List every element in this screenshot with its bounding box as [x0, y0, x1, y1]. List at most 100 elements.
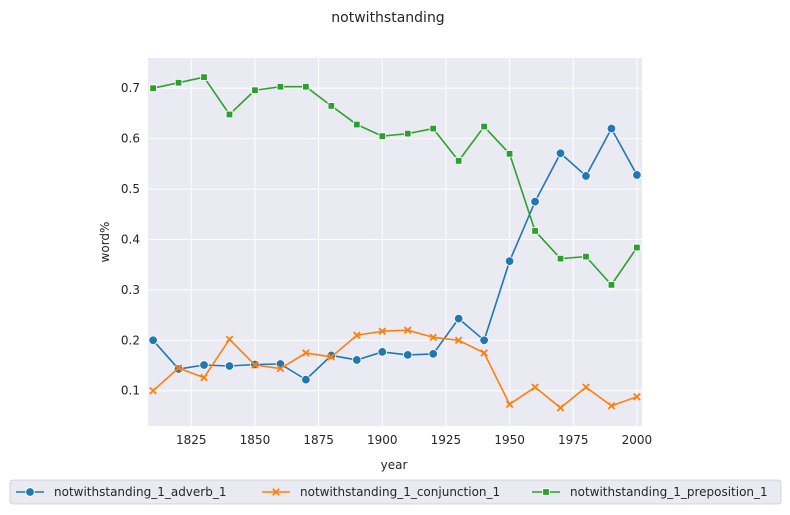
- legend-entry: notwithstanding_1_conjunction_1: [300, 485, 500, 499]
- data-point-stroke: [531, 383, 539, 392]
- data-point-stroke: [327, 353, 336, 361]
- data-point: [582, 383, 590, 392]
- legend: notwithstanding_1_adverb_1 notwithstandin…: [9, 479, 782, 505]
- data-point: [555, 148, 566, 158]
- data-point-stroke: [302, 349, 310, 357]
- legend-marker: [25, 487, 35, 497]
- data-point: [480, 122, 488, 131]
- data-point: [582, 252, 590, 261]
- data-point: [327, 102, 336, 110]
- data-point-stroke: [272, 488, 280, 496]
- data-point: [479, 335, 489, 346]
- data-point-stroke: [149, 386, 157, 395]
- data-point: [504, 256, 515, 266]
- data-point: [352, 355, 362, 365]
- data-point: [302, 349, 310, 357]
- data-point: [581, 171, 591, 181]
- data-point: [301, 374, 311, 385]
- data-point-stroke: [607, 401, 616, 410]
- data-point-stroke: [505, 400, 514, 409]
- data-point-stroke: [429, 333, 438, 342]
- data-point: [556, 254, 565, 263]
- data-point: [606, 123, 617, 134]
- legend-marker: [272, 488, 280, 496]
- series-line: [152, 76, 638, 286]
- plot-background: [148, 58, 642, 426]
- data-point: [326, 350, 337, 361]
- data-point: [224, 361, 235, 371]
- data-point: [251, 86, 259, 94]
- y-tick-label: 0.7: [121, 81, 140, 95]
- data-point: [200, 73, 208, 81]
- data-point: [404, 129, 412, 138]
- series-1: [148, 123, 642, 385]
- data-point: [174, 79, 183, 87]
- y-tick-label: 0.2: [121, 333, 140, 347]
- data-point-stroke: [480, 349, 488, 357]
- data-point: [378, 132, 386, 140]
- series-2: [149, 326, 641, 412]
- x-tick-label: 1875: [303, 433, 334, 447]
- y-tick-label: 0.3: [121, 283, 140, 297]
- data-point-stroke: [454, 336, 463, 345]
- data-point: [454, 336, 463, 345]
- data-point: [199, 360, 209, 370]
- data-point-stroke: [276, 364, 285, 373]
- y-tick-label: 0.1: [121, 384, 140, 398]
- data-point: [633, 392, 641, 401]
- data-point: [276, 364, 285, 373]
- data-point-stroke: [174, 364, 183, 372]
- data-point: [353, 120, 361, 129]
- data-point-stroke: [352, 331, 361, 340]
- legend-box: [9, 479, 782, 505]
- y-axis-label: word%: [98, 222, 112, 263]
- data-point: [149, 84, 157, 92]
- series-line: [152, 329, 638, 409]
- plot-area: 1825 1850 1875 1900 1925 1950 1975 2000 0.1 0.2 0.…: [121, 58, 652, 447]
- data-point: [276, 83, 285, 91]
- data-point: [429, 124, 437, 133]
- data-point: [149, 386, 157, 395]
- data-point-stroke: [403, 326, 412, 335]
- x-tick-label: 2000: [622, 433, 653, 447]
- data-point: [429, 333, 438, 342]
- legend-entry: notwithstanding_1_adverb_1: [54, 485, 226, 499]
- data-point: [377, 347, 387, 357]
- x-tick-label: 1825: [176, 433, 207, 447]
- data-point: [148, 335, 158, 346]
- x-tick-label: 1975: [558, 433, 589, 447]
- data-point: [531, 383, 539, 392]
- data-point: [403, 350, 413, 360]
- data-point: [352, 331, 361, 340]
- data-point: [454, 157, 463, 165]
- data-point-stroke: [200, 373, 208, 382]
- legend-entry: notwithstanding_1_preposition_1: [570, 485, 768, 499]
- data-point: [607, 401, 616, 410]
- data-point: [302, 83, 310, 91]
- data-point: [607, 281, 616, 289]
- x-tick-label: 1950: [494, 433, 525, 447]
- data-point: [200, 373, 208, 382]
- y-tick-label: 0.6: [121, 132, 140, 146]
- data-point: [505, 400, 514, 409]
- data-point: [378, 327, 387, 336]
- data-point: [632, 170, 642, 180]
- x-tick-label: 1925: [431, 433, 462, 447]
- data-point-stroke: [556, 404, 565, 412]
- data-point: [403, 326, 412, 335]
- data-point: [531, 227, 539, 235]
- data-point: [251, 361, 259, 369]
- data-point-stroke: [378, 327, 387, 336]
- x-axis-label: year: [381, 458, 408, 472]
- data-point: [453, 313, 464, 324]
- y-tick-label: 0.4: [121, 232, 140, 246]
- data-point: [480, 349, 488, 357]
- data-point: [556, 404, 565, 412]
- data-point: [633, 243, 641, 252]
- x-tick-label: 1900: [367, 433, 398, 447]
- series-3: [149, 73, 641, 289]
- legend-marker: [542, 488, 550, 496]
- data-point: [327, 353, 336, 361]
- data-point-stroke: [582, 383, 590, 392]
